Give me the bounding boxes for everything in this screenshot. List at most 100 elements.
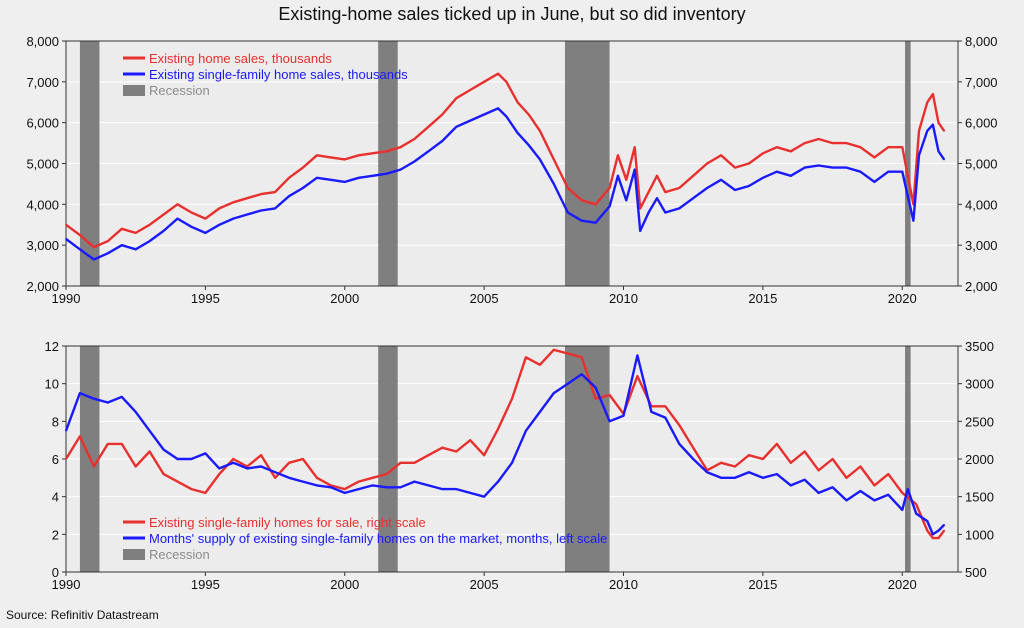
data-point: [120, 227, 123, 230]
data-point: [190, 458, 193, 460]
data-point: [650, 411, 653, 413]
y-tick-label-left: 8,000: [26, 34, 59, 49]
legend-swatch-recession: [123, 85, 145, 96]
legend-label: Recession: [149, 547, 210, 562]
data-point: [817, 492, 820, 494]
data-point: [371, 476, 374, 479]
data-point: [538, 363, 541, 366]
data-point: [65, 223, 67, 226]
data-point: [302, 458, 304, 460]
data-point: [926, 520, 929, 523]
data-point: [831, 458, 834, 460]
data-point: [566, 211, 569, 214]
data-point: [246, 213, 249, 216]
data-point: [371, 152, 374, 155]
data-point: [932, 533, 934, 536]
data-point: [918, 154, 920, 157]
recession-bar: [905, 346, 911, 572]
data-point: [427, 454, 430, 457]
data-point: [218, 207, 221, 210]
recession-bar: [378, 346, 398, 572]
data-point: [761, 476, 764, 479]
data-point: [413, 160, 416, 163]
data-point: [204, 232, 207, 234]
y-tick-label-right: 3500: [965, 339, 994, 354]
data-point: [594, 386, 597, 389]
data-point: [817, 164, 820, 167]
legend-label: Existing single-family home sales, thous…: [149, 67, 408, 82]
data-point: [664, 191, 667, 193]
data-point: [92, 397, 95, 400]
data-point: [734, 189, 736, 191]
data-point: [218, 467, 221, 470]
data-point: [720, 154, 722, 157]
data-point: [176, 203, 179, 206]
data-point: [190, 488, 193, 491]
data-point: [455, 450, 458, 453]
data-point: [639, 229, 642, 232]
data-point: [274, 476, 276, 479]
data-point: [427, 484, 430, 487]
data-point: [232, 217, 235, 220]
data-point: [399, 146, 402, 149]
data-point: [625, 178, 628, 181]
data-point: [915, 512, 918, 515]
data-point: [288, 461, 290, 464]
data-point: [594, 397, 597, 400]
data-point: [441, 113, 444, 116]
data-point: [79, 435, 81, 438]
data-point: [932, 537, 934, 539]
data-point: [246, 197, 249, 200]
data-point: [120, 395, 123, 398]
data-point: [469, 439, 472, 442]
data-point: [204, 452, 207, 455]
data-point: [385, 473, 388, 475]
y-tick-label-left: 2,000: [26, 279, 59, 294]
recession-bar: [564, 346, 610, 572]
y-tick-label-left: 4: [52, 490, 59, 505]
data-point: [636, 354, 639, 357]
data-point: [302, 187, 304, 189]
y-tick-label-right: 1000: [965, 527, 994, 542]
data-point: [720, 476, 722, 479]
data-point: [906, 488, 909, 491]
data-point: [761, 152, 764, 155]
y-tick-label-right: 3,000: [965, 238, 998, 253]
data-point: [845, 499, 848, 502]
data-point: [260, 193, 263, 196]
data-point: [92, 246, 95, 249]
y-tick-label-left: 2: [52, 527, 59, 542]
data-point: [932, 123, 934, 126]
x-tick-label: 2005: [470, 291, 499, 306]
x-tick-label: 1995: [191, 577, 220, 592]
data-point: [315, 484, 318, 487]
data-point: [706, 471, 709, 474]
data-point: [538, 411, 541, 413]
data-point: [505, 80, 508, 83]
data-point: [706, 187, 709, 189]
data-point: [483, 454, 486, 457]
data-point: [918, 129, 920, 132]
data-point: [720, 461, 722, 464]
data-point: [218, 473, 221, 475]
legend-swatch-recession: [123, 549, 145, 560]
data-point: [399, 461, 402, 464]
y-tick-label-right: 1500: [965, 490, 994, 505]
data-point: [162, 229, 165, 232]
data-point: [552, 392, 555, 394]
data-point: [692, 197, 695, 200]
data-point: [859, 170, 862, 173]
data-point: [246, 467, 249, 470]
x-tick-label: 2010: [609, 577, 638, 592]
y-tick-label-right: 2500: [965, 414, 994, 429]
data-point: [357, 480, 360, 483]
data-point: [692, 446, 695, 449]
data-point: [552, 348, 555, 351]
data-point: [901, 508, 904, 511]
x-tick-label: 1990: [52, 291, 81, 306]
y-tick-label-right: 3000: [965, 377, 994, 392]
data-point: [79, 248, 81, 251]
y-tick-label-left: 6,000: [26, 116, 59, 131]
data-point: [399, 486, 402, 489]
